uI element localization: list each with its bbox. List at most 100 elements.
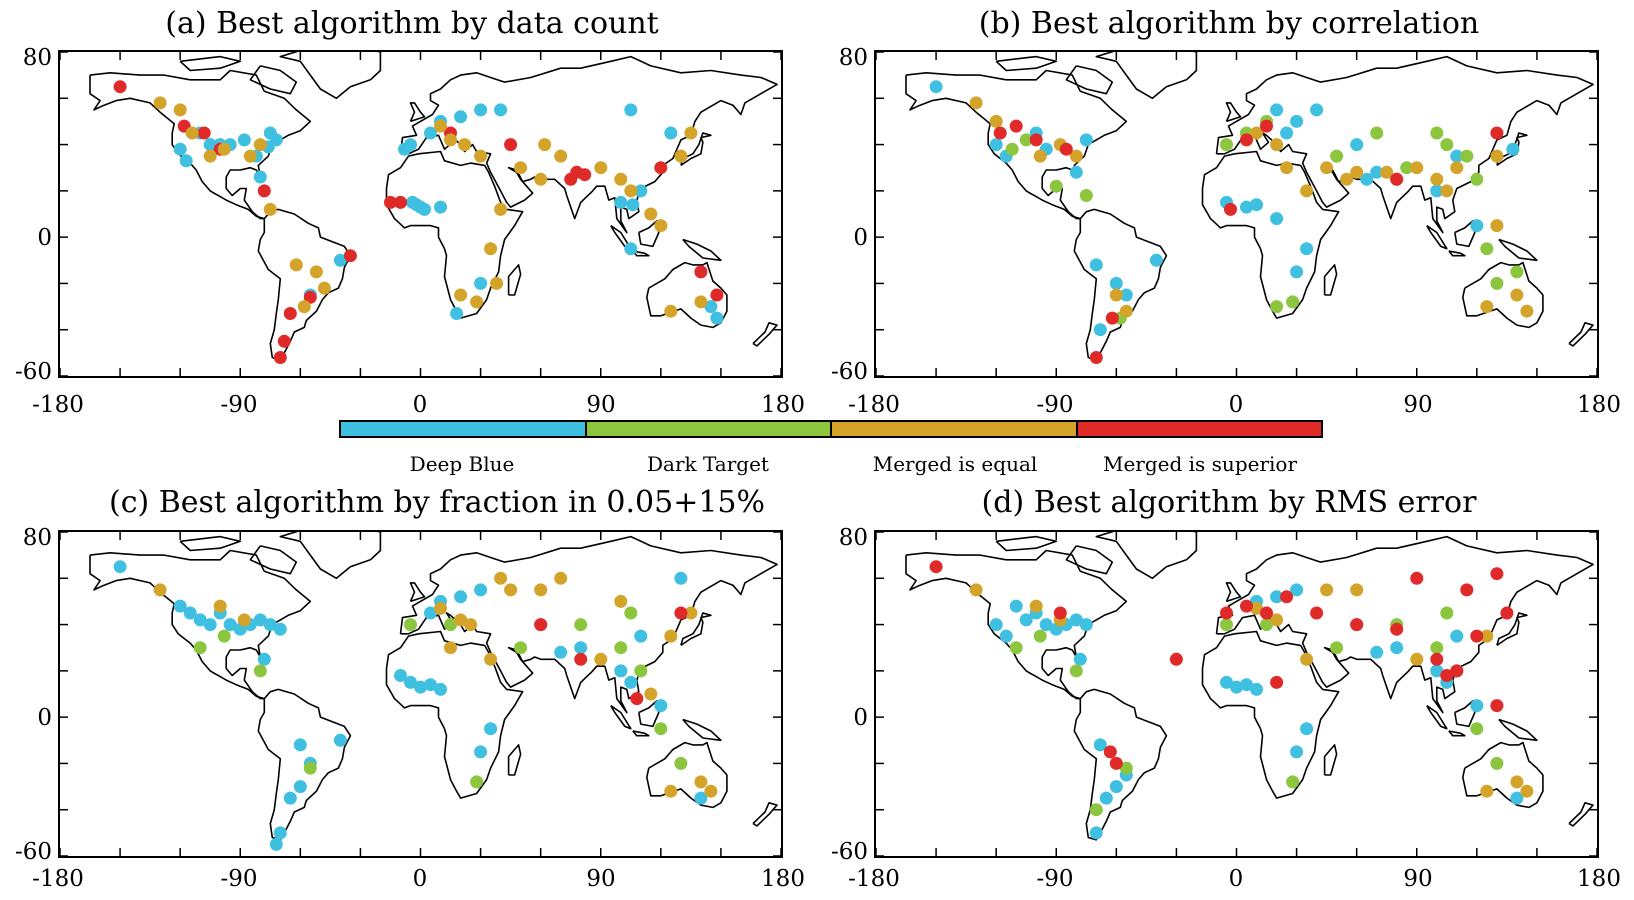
station-marker-dark-target [674, 757, 687, 770]
station-marker-merged-superior [1430, 653, 1443, 666]
station-marker-merged-equal [1300, 184, 1313, 197]
station-marker-deep-blue [258, 653, 271, 666]
station-marker-dark-target [304, 762, 317, 775]
coastline [647, 743, 727, 808]
station-marker-deep-blue [1300, 242, 1313, 255]
station-marker-merged-equal [534, 583, 547, 596]
station-marker-merged-equal [594, 653, 607, 666]
station-marker-deep-blue [1310, 103, 1323, 116]
station-marker-deep-blue [1090, 258, 1103, 271]
station-marker-merged-equal [674, 150, 687, 163]
station-marker-dark-target [1270, 300, 1283, 313]
coastline [906, 551, 1126, 699]
coastline [1096, 532, 1196, 578]
station-marker-merged-equal [554, 150, 567, 163]
station-marker-dark-target [1330, 641, 1343, 654]
coastline [401, 57, 778, 233]
station-marker-merged-equal [494, 203, 507, 216]
coastline [996, 57, 1056, 71]
station-marker-merged-equal [244, 150, 257, 163]
map-panel-c [58, 530, 783, 858]
xtick-c-180: 180 [761, 866, 805, 892]
station-marker-merged-superior [1490, 127, 1503, 140]
station-marker-dark-target [1080, 189, 1093, 202]
station-marker-merged-equal [1410, 161, 1423, 174]
station-marker-merged-equal [1510, 289, 1523, 302]
coastline [1325, 745, 1337, 775]
station-marker-merged-equal [458, 138, 471, 151]
station-marker-merged-equal [454, 289, 467, 302]
station-marker-merged-equal [1034, 150, 1047, 163]
station-marker-merged-equal [474, 150, 487, 163]
coastline [1463, 743, 1543, 808]
xtick-a-180: 180 [761, 392, 805, 418]
station-marker-merged-equal [204, 150, 217, 163]
station-marker-deep-blue [624, 103, 637, 116]
station-marker-merged-equal [470, 295, 483, 308]
station-marker-dark-target [218, 630, 231, 643]
station-marker-deep-blue [418, 203, 431, 216]
station-marker-merged-superior [1240, 600, 1253, 613]
station-marker-dark-target [1440, 138, 1453, 151]
station-marker-deep-blue [334, 734, 347, 747]
coastline [411, 103, 425, 122]
station-marker-deep-blue [434, 201, 447, 214]
xtick-d-180: 180 [1577, 866, 1621, 892]
coastline [1227, 103, 1241, 122]
station-marker-deep-blue [1270, 212, 1283, 225]
station-marker-deep-blue [238, 133, 251, 146]
station-marker-deep-blue [174, 143, 187, 156]
station-marker-deep-blue [450, 307, 463, 320]
station-marker-merged-superior [504, 138, 517, 151]
station-marker-dark-target [1460, 150, 1473, 163]
station-marker-dark-target [514, 641, 527, 654]
xtick-c-90: 90 [586, 866, 615, 892]
station-marker-deep-blue [274, 623, 287, 636]
station-marker-merged-superior [674, 607, 687, 620]
station-marker-deep-blue [270, 838, 283, 851]
panel-a-title: (a) Best algorithm by data count [165, 6, 658, 41]
coastline [1449, 251, 1465, 256]
station-marker-merged-equal [694, 775, 707, 788]
station-marker-deep-blue [1100, 792, 1113, 805]
station-marker-merged-superior [1106, 312, 1119, 325]
coastline [1499, 240, 1537, 261]
station-marker-merged-superior [1220, 607, 1233, 620]
station-marker-merged-superior [654, 161, 667, 174]
station-marker-dark-target [1440, 607, 1453, 620]
station-marker-deep-blue [1370, 646, 1383, 659]
station-marker-deep-blue [474, 103, 487, 116]
station-marker-dark-target [1286, 775, 1299, 788]
station-marker-deep-blue [614, 196, 627, 209]
station-marker-merged-equal [154, 583, 167, 596]
station-marker-merged-superior [1470, 630, 1483, 643]
station-marker-deep-blue [1094, 323, 1107, 336]
station-marker-dark-target [1490, 757, 1503, 770]
coastline [753, 803, 777, 826]
station-marker-deep-blue [1290, 745, 1303, 758]
station-marker-merged-equal [154, 96, 167, 109]
station-marker-dark-target [624, 607, 637, 620]
station-marker-merged-superior [1310, 607, 1323, 620]
station-marker-dark-target [654, 722, 667, 735]
map-panel-a [58, 50, 783, 378]
station-marker-deep-blue [1270, 103, 1283, 116]
station-marker-dark-target [1034, 630, 1047, 643]
station-marker-merged-equal [1410, 653, 1423, 666]
station-marker-deep-blue [406, 196, 419, 209]
station-marker-deep-blue [574, 641, 587, 654]
station-marker-merged-superior [630, 692, 643, 705]
ytick-c-minus60: -60 [8, 839, 52, 865]
coastline [180, 57, 240, 71]
xtick-a-minus90: -90 [220, 392, 257, 418]
legend-label-merged-equal: Merged is equal [873, 452, 1038, 476]
station-marker-dark-target [254, 664, 267, 677]
station-marker-deep-blue [664, 127, 677, 140]
ytick-a-minus60: -60 [8, 359, 52, 385]
station-marker-dark-target [1010, 641, 1023, 654]
station-marker-deep-blue [1290, 115, 1303, 128]
station-marker-merged-equal [664, 630, 677, 643]
station-marker-merged-equal [614, 595, 627, 608]
station-marker-deep-blue [1390, 641, 1403, 654]
station-marker-deep-blue [284, 792, 297, 805]
